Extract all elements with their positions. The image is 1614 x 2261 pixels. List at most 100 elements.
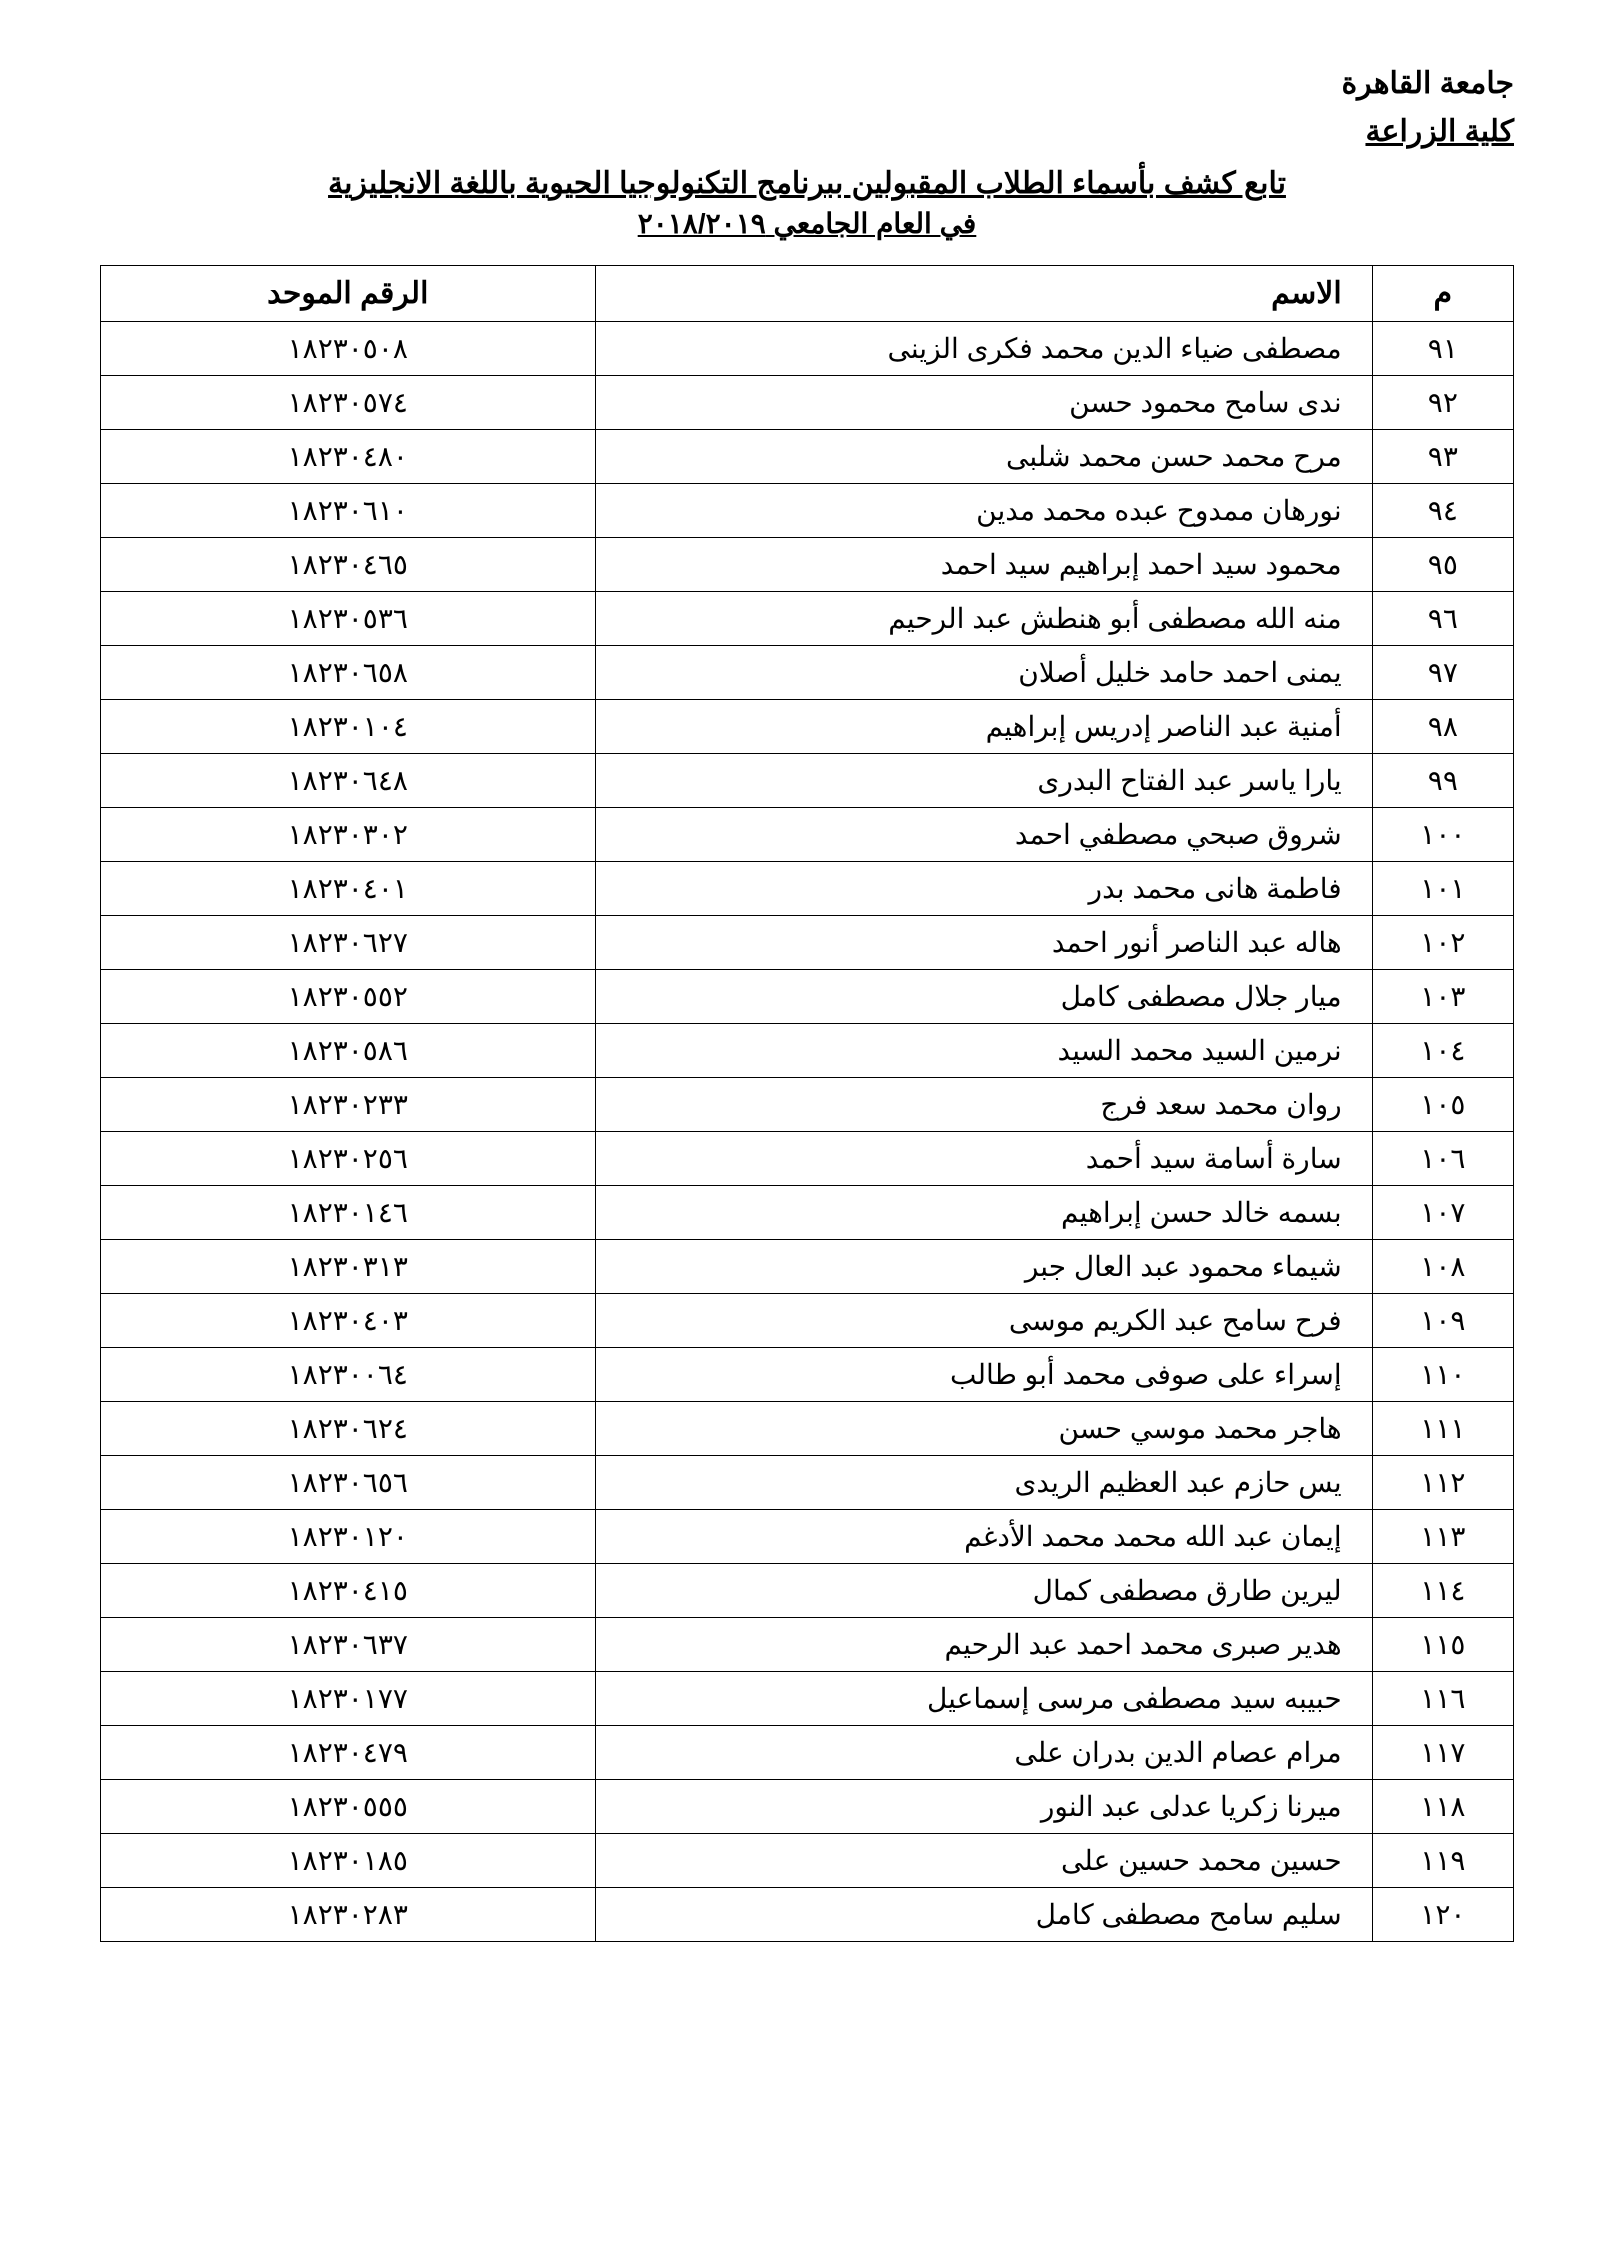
cell-name: مرح محمد حسن محمد شلبى: [595, 430, 1372, 484]
cell-number: ٩١: [1372, 322, 1513, 376]
cell-number: ١٠٠: [1372, 808, 1513, 862]
col-header-name: الاسم: [595, 266, 1372, 322]
cell-id: ١٨٢٣٠٦٣٧: [101, 1618, 596, 1672]
cell-number: ١١١: [1372, 1402, 1513, 1456]
table-row: ١٠٧بسمه خالد حسن إبراهيم١٨٢٣٠١٤٦: [101, 1186, 1514, 1240]
table-row: ٩٦منه الله مصطفى أبو هنطش عبد الرحيم١٨٢٣…: [101, 592, 1514, 646]
cell-number: ١٠٤: [1372, 1024, 1513, 1078]
cell-name: فرح سامح عبد الكريم موسى: [595, 1294, 1372, 1348]
table-row: ٩٢ندى سامح محمود حسن١٨٢٣٠٥٧٤: [101, 376, 1514, 430]
table-row: ١٠٨شيماء محمود عبد العال جبر١٨٢٣٠٣١٣: [101, 1240, 1514, 1294]
cell-id: ١٨٢٣٠٢٣٣: [101, 1078, 596, 1132]
cell-name: محمود سيد احمد إبراهيم سيد احمد: [595, 538, 1372, 592]
students-table: م الاسم الرقم الموحد ٩١مصطفى ضياء الدين …: [100, 265, 1514, 1942]
cell-name: ندى سامح محمود حسن: [595, 376, 1372, 430]
cell-number: ٩٧: [1372, 646, 1513, 700]
cell-number: ٩٤: [1372, 484, 1513, 538]
cell-id: ١٨٢٣٠٤٠٣: [101, 1294, 596, 1348]
table-row: ١١٠إسراء على صوفى محمد أبو طالب١٨٢٣٠٠٦٤: [101, 1348, 1514, 1402]
cell-id: ١٨٢٣٠١٨٥: [101, 1834, 596, 1888]
table-row: ٩٤نورهان ممدوح عبده محمد مدين١٨٢٣٠٦١٠: [101, 484, 1514, 538]
cell-name: حبيبه سيد مصطفى مرسى إسماعيل: [595, 1672, 1372, 1726]
cell-number: ١٠٦: [1372, 1132, 1513, 1186]
cell-name: شروق صبحي مصطفي احمد: [595, 808, 1372, 862]
cell-number: ١٢٠: [1372, 1888, 1513, 1942]
cell-name: يارا ياسر عبد الفتاح البدرى: [595, 754, 1372, 808]
cell-name: يس حازم عبد العظيم الريدى: [595, 1456, 1372, 1510]
table-row: ١٠٠شروق صبحي مصطفي احمد١٨٢٣٠٣٠٢: [101, 808, 1514, 862]
cell-number: ١٠٣: [1372, 970, 1513, 1024]
cell-id: ١٨٢٣٠٦٢٧: [101, 916, 596, 970]
cell-id: ١٨٢٣٠٦٢٤: [101, 1402, 596, 1456]
cell-number: ١١٠: [1372, 1348, 1513, 1402]
cell-name: شيماء محمود عبد العال جبر: [595, 1240, 1372, 1294]
cell-id: ١٨٢٣٠١٢٠: [101, 1510, 596, 1564]
table-row: ١٠٢هاله عبد الناصر أنور احمد١٨٢٣٠٦٢٧: [101, 916, 1514, 970]
table-row: ١٠٣ميار جلال مصطفى كامل١٨٢٣٠٥٥٢: [101, 970, 1514, 1024]
table-row: ١١٦حبيبه سيد مصطفى مرسى إسماعيل١٨٢٣٠١٧٧: [101, 1672, 1514, 1726]
table-row: ١١٩حسين محمد حسين على١٨٢٣٠١٨٥: [101, 1834, 1514, 1888]
cell-number: ١١٣: [1372, 1510, 1513, 1564]
cell-id: ١٨٢٣٠٥٥٢: [101, 970, 596, 1024]
cell-name: هاله عبد الناصر أنور احمد: [595, 916, 1372, 970]
cell-number: ١١٦: [1372, 1672, 1513, 1726]
cell-id: ١٨٢٣٠٥٥٥: [101, 1780, 596, 1834]
cell-id: ١٨٢٣٠٢٥٦: [101, 1132, 596, 1186]
cell-number: ٩٣: [1372, 430, 1513, 484]
cell-name: يمنى احمد حامد خليل أصلان: [595, 646, 1372, 700]
cell-id: ١٨٢٣٠٥٧٤: [101, 376, 596, 430]
cell-id: ١٨٢٣٠١٧٧: [101, 1672, 596, 1726]
cell-number: ١١٧: [1372, 1726, 1513, 1780]
cell-id: ١٨٢٣٠٥٠٨: [101, 322, 596, 376]
cell-name: إيمان عبد الله محمد محمد الأدغم: [595, 1510, 1372, 1564]
cell-name: سليم سامح مصطفى كامل: [595, 1888, 1372, 1942]
cell-id: ١٨٢٣٠٦١٠: [101, 484, 596, 538]
table-row: ١١٨ميرنا زكريا عدلى عبد النور١٨٢٣٠٥٥٥: [101, 1780, 1514, 1834]
cell-id: ١٨٢٣٠٤٨٠: [101, 430, 596, 484]
cell-id: ١٨٢٣٠٤٧٩: [101, 1726, 596, 1780]
cell-number: ١٠٩: [1372, 1294, 1513, 1348]
table-row: ٩٨أمنية عبد الناصر إدريس إبراهيم١٨٢٣٠١٠٤: [101, 700, 1514, 754]
table-row: ٩١مصطفى ضياء الدين محمد فكرى الزينى١٨٢٣٠…: [101, 322, 1514, 376]
cell-number: ١١٨: [1372, 1780, 1513, 1834]
table-row: ١١٧مرام عصام الدين بدران على١٨٢٣٠٤٧٩: [101, 1726, 1514, 1780]
cell-id: ١٨٢٣٠٢٨٣: [101, 1888, 596, 1942]
cell-number: ١١٤: [1372, 1564, 1513, 1618]
cell-name: حسين محمد حسين على: [595, 1834, 1372, 1888]
table-row: ١٠٩فرح سامح عبد الكريم موسى١٨٢٣٠٤٠٣: [101, 1294, 1514, 1348]
cell-name: أمنية عبد الناصر إدريس إبراهيم: [595, 700, 1372, 754]
table-row: ١٠٤نرمين السيد محمد السيد١٨٢٣٠٥٨٦: [101, 1024, 1514, 1078]
table-row: ١١٣إيمان عبد الله محمد محمد الأدغم١٨٢٣٠١…: [101, 1510, 1514, 1564]
cell-name: إسراء على صوفى محمد أبو طالب: [595, 1348, 1372, 1402]
cell-name: هدير صبرى محمد احمد عبد الرحيم: [595, 1618, 1372, 1672]
table-row: ١١٥هدير صبرى محمد احمد عبد الرحيم١٨٢٣٠٦٣…: [101, 1618, 1514, 1672]
cell-name: نرمين السيد محمد السيد: [595, 1024, 1372, 1078]
cell-name: مرام عصام الدين بدران على: [595, 1726, 1372, 1780]
cell-id: ١٨٢٣٠١٤٦: [101, 1186, 596, 1240]
cell-name: مصطفى ضياء الدين محمد فكرى الزينى: [595, 322, 1372, 376]
page-subtitle: في العام الجامعي ٢٠١٨/٢٠١٩: [100, 207, 1514, 240]
cell-name: هاجر محمد موسي حسن: [595, 1402, 1372, 1456]
table-header-row: م الاسم الرقم الموحد: [101, 266, 1514, 322]
cell-name: فاطمة هانى محمد بدر: [595, 862, 1372, 916]
col-header-id: الرقم الموحد: [101, 266, 596, 322]
table-row: ١١١هاجر محمد موسي حسن١٨٢٣٠٦٢٤: [101, 1402, 1514, 1456]
cell-id: ١٨٢٣٠٣١٣: [101, 1240, 596, 1294]
cell-name: روان محمد سعد فرج: [595, 1078, 1372, 1132]
cell-id: ١٨٢٣٠٣٠٢: [101, 808, 596, 862]
cell-id: ١٨٢٣٠٤٦٥: [101, 538, 596, 592]
cell-number: ١١٥: [1372, 1618, 1513, 1672]
faculty-name: كلية الزراعة: [100, 108, 1514, 156]
table-row: ٩٥محمود سيد احمد إبراهيم سيد احمد١٨٢٣٠٤٦…: [101, 538, 1514, 592]
cell-number: ٩٨: [1372, 700, 1513, 754]
cell-number: ٩٩: [1372, 754, 1513, 808]
table-row: ٩٩يارا ياسر عبد الفتاح البدرى١٨٢٣٠٦٤٨: [101, 754, 1514, 808]
cell-id: ١٨٢٣٠٦٤٨: [101, 754, 596, 808]
table-row: ١٠١فاطمة هانى محمد بدر١٨٢٣٠٤٠١: [101, 862, 1514, 916]
cell-number: ١١٩: [1372, 1834, 1513, 1888]
cell-id: ١٨٢٣٠٥٣٦: [101, 592, 596, 646]
col-header-number: م: [1372, 266, 1513, 322]
cell-name: سارة أسامة سيد أحمد: [595, 1132, 1372, 1186]
cell-number: ٩٦: [1372, 592, 1513, 646]
cell-number: ١٠٨: [1372, 1240, 1513, 1294]
